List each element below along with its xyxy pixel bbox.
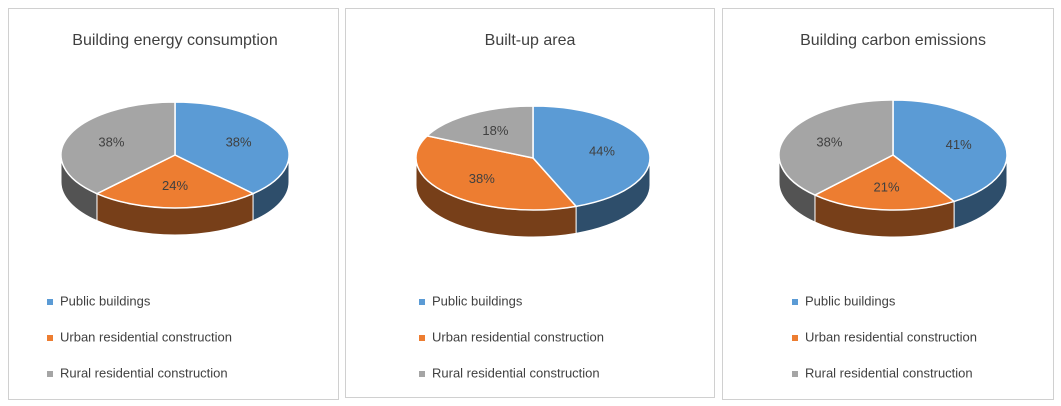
chart-title: Building carbon emissions	[800, 32, 986, 49]
legend-label: Public buildings	[432, 293, 523, 308]
data-label: 44%	[589, 144, 615, 159]
data-label: 38%	[816, 134, 842, 149]
data-label: 24%	[162, 178, 188, 193]
data-label: 18%	[482, 123, 508, 138]
chart-title: Building energy consumption	[72, 32, 277, 49]
legend-label: Urban residential construction	[432, 329, 604, 344]
slice	[60, 101, 176, 195]
legend-marker	[792, 371, 798, 377]
legend-marker	[47, 335, 53, 341]
legend-marker	[47, 299, 53, 305]
legend-marker	[792, 335, 798, 341]
data-label: 38%	[469, 171, 495, 186]
slice	[95, 154, 255, 209]
slice	[174, 101, 290, 195]
legend-label: Public buildings	[60, 293, 151, 308]
legend-marker	[419, 371, 425, 377]
legend-marker	[419, 335, 425, 341]
chart-title: Built-up area	[485, 32, 576, 49]
data-label: 21%	[874, 179, 900, 194]
data-label: 38%	[226, 135, 252, 150]
legend-marker	[47, 371, 53, 377]
legend-label: Urban residential construction	[60, 329, 232, 344]
legend-label: Rural residential construction	[60, 365, 228, 380]
legend-label: Public buildings	[805, 293, 896, 308]
slice	[532, 105, 651, 208]
slice	[778, 99, 894, 196]
slice	[415, 135, 578, 211]
legend-marker	[792, 299, 798, 305]
data-label: 38%	[98, 135, 124, 150]
legend-label: Urban residential construction	[805, 329, 977, 344]
data-label: 41%	[946, 137, 972, 152]
slice	[813, 154, 956, 211]
slice	[425, 105, 534, 159]
legend-label: Rural residential construction	[805, 365, 973, 380]
legend-label: Rural residential construction	[432, 365, 600, 380]
legend-marker	[419, 299, 425, 305]
